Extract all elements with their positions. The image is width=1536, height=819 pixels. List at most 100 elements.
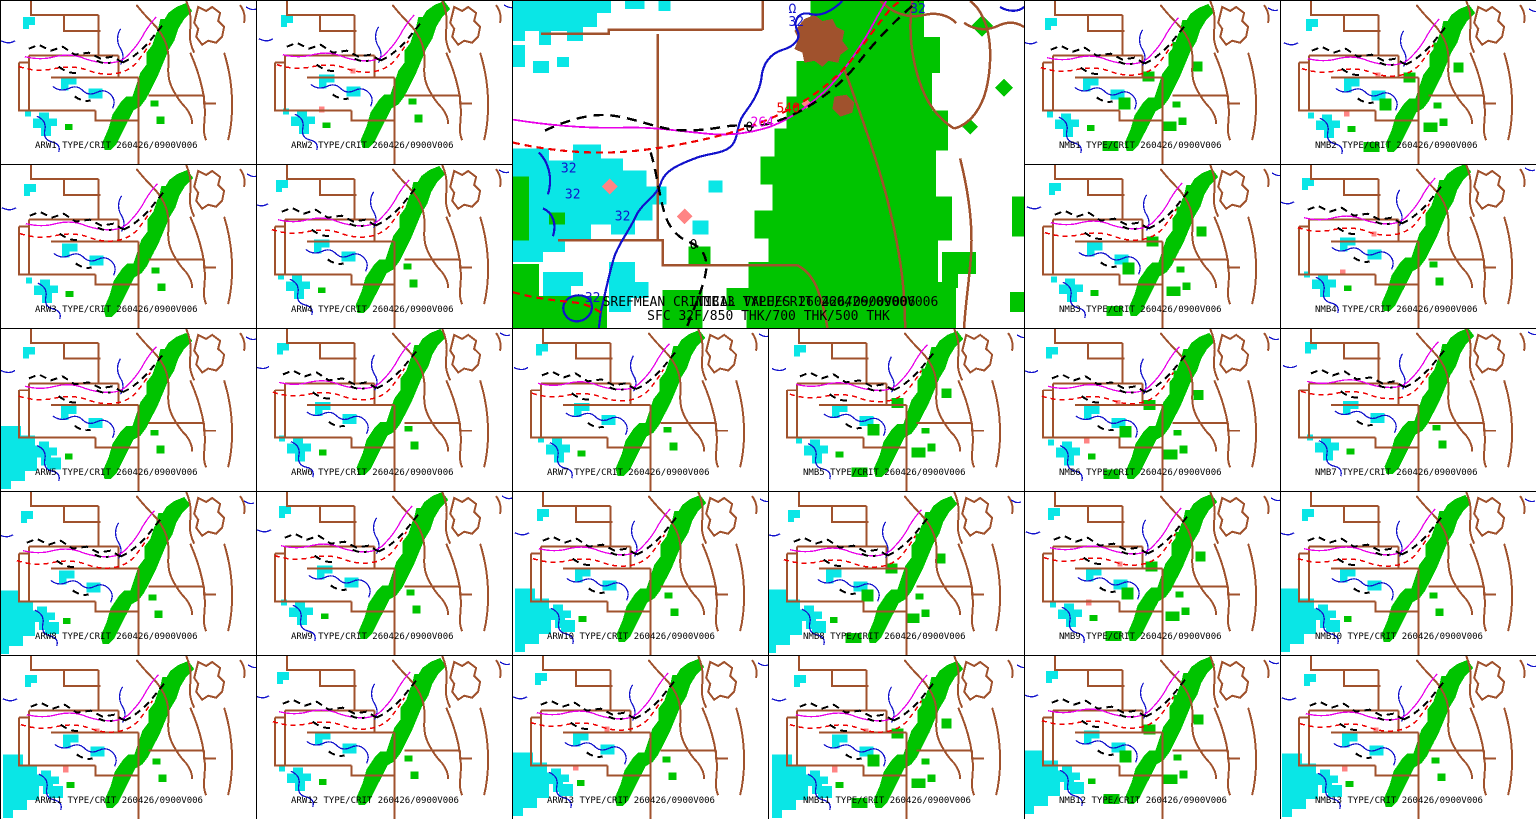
member-map-svg xyxy=(1281,656,1536,819)
critical-thickness-black xyxy=(799,680,937,760)
state-borders xyxy=(273,329,502,491)
rain-area xyxy=(829,495,958,644)
contour-layers xyxy=(1,500,255,647)
panel-arw5[interactable]: ARW5 TYPE/CRIT 260426/0900V006 xyxy=(1,329,257,492)
contour-layers xyxy=(1281,498,1536,645)
panel-arw3[interactable]: ARW3 TYPE/CRIT 260426/0900V006 xyxy=(1,165,257,329)
contour-layers xyxy=(1281,167,1536,314)
rain-area xyxy=(578,494,707,643)
critical-thickness-black xyxy=(1050,23,1188,103)
panel-arw10[interactable]: ARW10 TYPE/CRIT 260426/0900V006 xyxy=(513,492,769,656)
panel-arw4[interactable]: ARW4 TYPE/CRIT 260426/0900V006 xyxy=(257,165,513,329)
panel-label: NMB1 TYPE/CRIT 260426/0900V006 xyxy=(1059,141,1222,151)
thickness-contour-magenta xyxy=(1050,182,1183,230)
rain-area xyxy=(1346,329,1475,475)
rain-area xyxy=(322,1,451,149)
thickness-contour-magenta xyxy=(25,183,158,231)
member-map-svg xyxy=(1025,656,1280,819)
critical-zero-label: 0 xyxy=(746,121,754,136)
critical-thickness-black xyxy=(544,1,919,328)
critical-thickness-black xyxy=(286,20,424,100)
state-borders xyxy=(273,492,502,655)
member-map-svg xyxy=(1025,492,1280,655)
weather-layers xyxy=(275,165,446,314)
critical-thickness-black xyxy=(282,677,420,757)
thickness-contour-magenta xyxy=(24,16,157,64)
rain-area xyxy=(62,496,191,645)
panel-nmb11[interactable]: NMB11 TYPE/CRIT 260426/0900V006 xyxy=(769,656,1025,819)
contour-layers xyxy=(1,336,256,482)
rain-area xyxy=(1345,659,1474,808)
rain-area xyxy=(65,169,194,318)
snow-area xyxy=(535,343,616,463)
critical-thickness-black xyxy=(1054,188,1192,268)
contour-layers xyxy=(1026,172,1280,319)
critical-thickness-black xyxy=(793,515,931,595)
panel-arw11[interactable]: ARW11 TYPE/CRIT 260426/0900V006 xyxy=(1,656,257,819)
panel-nmb13[interactable]: NMB13 TYPE/CRIT 260426/0900V006 xyxy=(1281,656,1536,819)
thickness-contour-magenta xyxy=(278,342,411,390)
panel-arw2[interactable]: ARW2 TYPE/CRIT 260426/0900V006 xyxy=(257,1,513,165)
critical-thickness-black xyxy=(30,680,168,760)
contour-layers xyxy=(771,664,1024,811)
panel-srefmean[interactable]: Ω 32 32 32 32 32 32 0 0 540 264 SREFMEAN… xyxy=(513,1,1025,329)
panel-arw9[interactable]: ARW9 TYPE/CRIT 260426/0900V006 xyxy=(257,492,513,656)
sfc32-label: 32 xyxy=(910,2,926,17)
panel-nmb4[interactable]: NMB4 TYPE/CRIT 260426/0900V006 xyxy=(1281,165,1536,329)
critical-thickness-black xyxy=(799,350,937,430)
member-map-svg xyxy=(1,492,255,655)
sfc32-label: 32 xyxy=(561,161,577,176)
critical-thickness-black xyxy=(1307,514,1445,594)
thickness-contour-magenta xyxy=(1307,18,1440,66)
thickness-contour-magenta xyxy=(1305,673,1438,721)
rain-area xyxy=(576,658,705,807)
panel-nmb9[interactable]: NMB9 TYPE/CRIT 260426/0900V006 xyxy=(1025,492,1281,656)
panel-nmb3[interactable]: NMB3 TYPE/CRIT 260426/0900V006 xyxy=(1025,165,1281,329)
member-map-svg xyxy=(1025,329,1280,491)
snow-area xyxy=(513,1,723,313)
sfc-32f-contour xyxy=(1281,498,1536,645)
member-map-svg xyxy=(257,329,511,491)
contour-layers xyxy=(771,334,1024,480)
panel-nmb12[interactable]: NMB12 TYPE/CRIT 260426/0900V006 xyxy=(1025,656,1281,819)
panel-label: ARW4 TYPE/CRIT 260426/0900V006 xyxy=(291,305,454,315)
rain-area xyxy=(318,329,447,476)
panel-nmb5[interactable]: NMB5 TYPE/CRIT 260426/0900V006 xyxy=(769,329,1025,492)
sfc-32f-contour xyxy=(2,664,256,811)
mean-map-svg: Ω 32 32 32 32 32 32 0 0 540 264 xyxy=(513,1,1024,328)
member-map-svg xyxy=(771,329,1024,491)
member-map-svg xyxy=(1,1,256,164)
panel-arw1[interactable]: ARW1 TYPE/CRIT 260426/0900V006 xyxy=(1,1,257,165)
sfc-32f-contour xyxy=(771,664,1024,811)
member-map-svg xyxy=(257,492,512,655)
panel-label: NMB12 TYPE/CRIT 260426/0900V006 xyxy=(1059,796,1227,806)
panel-arw7[interactable]: ARW7 TYPE/CRIT 260426/0900V006 xyxy=(513,329,769,492)
mean-subtitle: SFC 32F/850 THK/700 THK/500 THK xyxy=(647,309,890,324)
snow-area xyxy=(278,505,359,626)
panel-label: NMB7 TYPE/CRIT 260426/0900V006 xyxy=(1315,468,1478,478)
weather-layers xyxy=(276,329,447,476)
member-map-svg xyxy=(257,656,511,819)
panel-nmb6[interactable]: NMB6 TYPE/CRIT 260426/0900V006 xyxy=(1025,329,1281,492)
panel-nmb8[interactable]: NMB8 TYPE/CRIT 260426/0900V006 xyxy=(769,492,1025,656)
panel-arw8[interactable]: ARW8 TYPE/CRIT 260426/0900V006 xyxy=(1,492,257,656)
thickness-contour-magenta xyxy=(280,505,413,553)
rain-area xyxy=(1343,494,1472,643)
critical-thickness-black xyxy=(542,514,680,594)
state-borders xyxy=(540,1,1024,328)
mean-title: SREFMEAN CRITICAL VALUES 260426/0900V006 xyxy=(602,295,916,310)
panel-nmb2[interactable]: NMB2 TYPE/CRIT 260426/0900V006 xyxy=(1281,1,1536,165)
panel-nmb1[interactable]: NMB1 TYPE/CRIT 260426/0900V006 xyxy=(1025,1,1281,165)
panel-nmb7[interactable]: NMB7 TYPE/CRIT 260426/0900V006 xyxy=(1281,329,1536,492)
thickness-contour-magenta xyxy=(277,179,410,227)
sfc-32f-contour xyxy=(1025,336,1280,482)
state-borders xyxy=(1041,656,1270,819)
sfc32-label: 32 xyxy=(615,209,631,224)
panel-arw6[interactable]: ARW6 TYPE/CRIT 260426/0900V006 xyxy=(257,329,513,492)
thickness-contour-magenta xyxy=(513,1,888,136)
thickness-contour-magenta xyxy=(538,508,671,556)
panel-nmb10[interactable]: NMB10 TYPE/CRIT 260426/0900V006 xyxy=(1281,492,1536,656)
panel-arw13[interactable]: ARW13 TYPE/CRIT 260426/0900V006 xyxy=(513,656,769,819)
panel-arw12[interactable]: ARW12 TYPE/CRIT 260426/0900V006 xyxy=(257,656,513,819)
thickness-contour-magenta xyxy=(1046,17,1179,65)
